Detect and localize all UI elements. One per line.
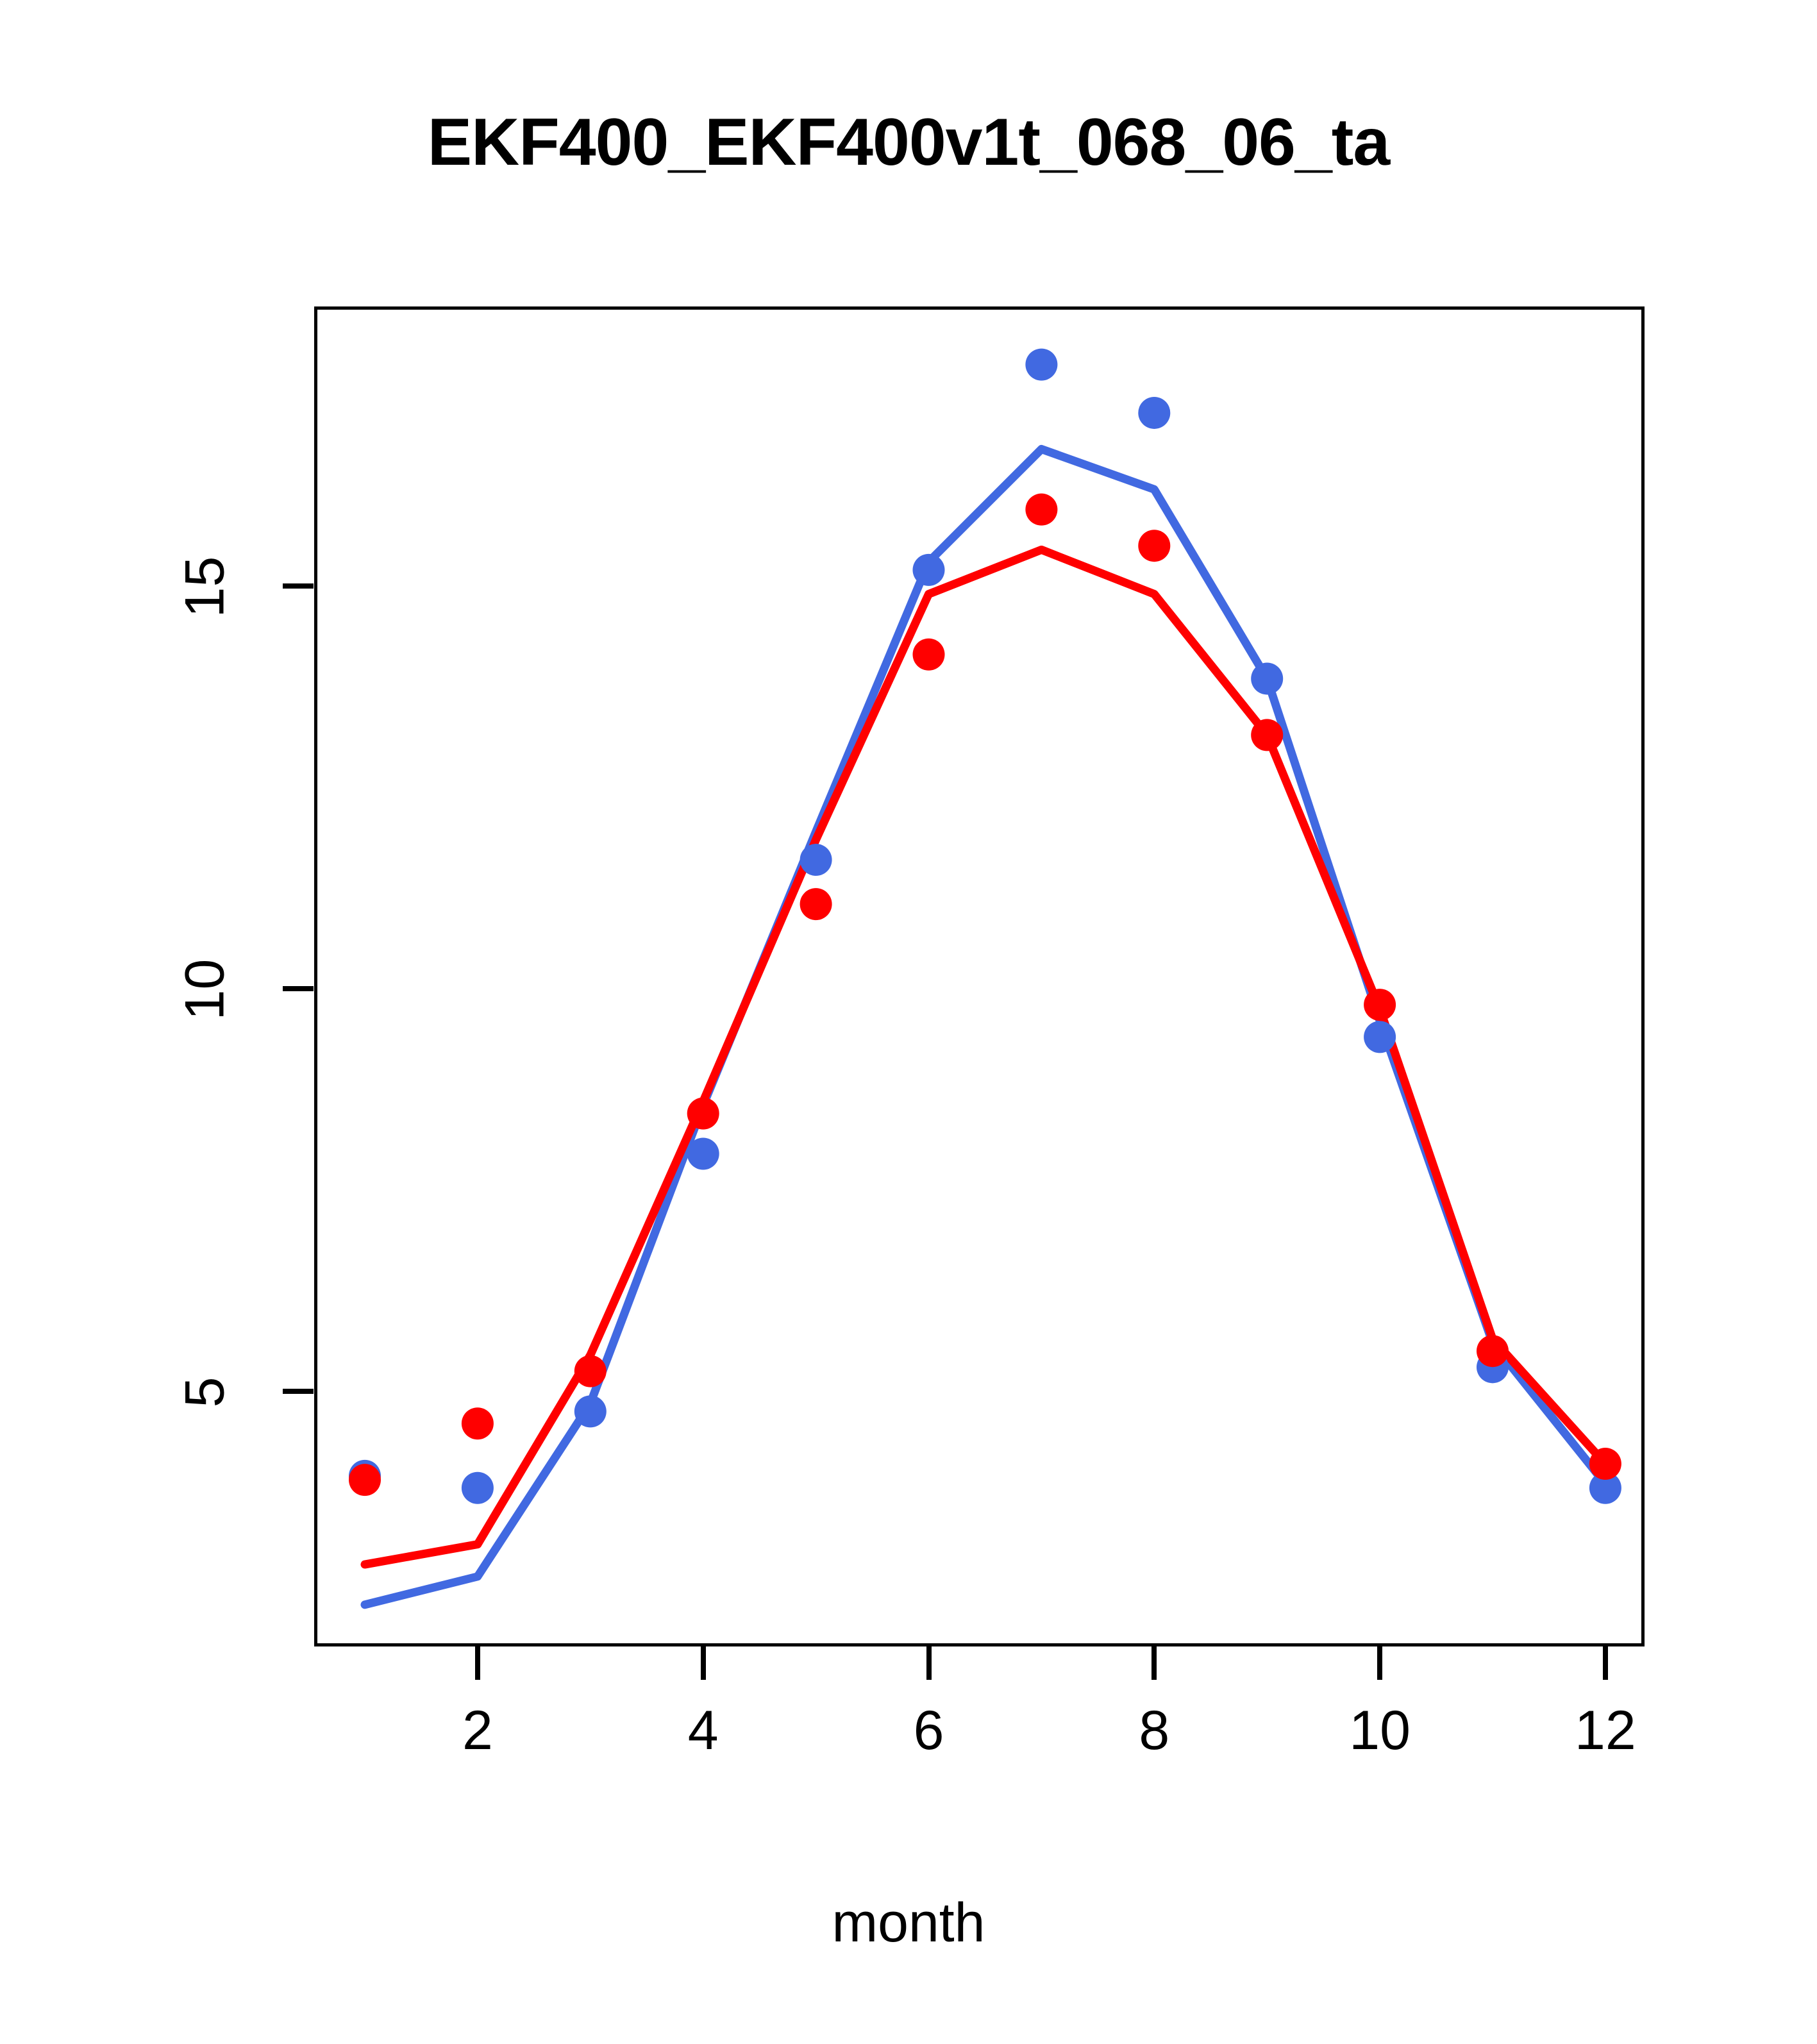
page-title: EKF400_EKF400v1t_068_06_ta (427, 105, 1390, 180)
data-point (687, 1097, 719, 1130)
data-point (1025, 493, 1058, 526)
data-point (1589, 1448, 1621, 1480)
y-tick-label: 15 (174, 556, 236, 618)
data-point (461, 1407, 494, 1440)
data-point (912, 553, 945, 586)
data-point (574, 1355, 607, 1387)
data-point (687, 1137, 719, 1170)
x-tick-mark (1151, 1646, 1157, 1680)
data-point (1251, 662, 1284, 695)
x-tick-label: 8 (1139, 1700, 1170, 1761)
x-tick-mark (700, 1646, 706, 1680)
x-tick-mark (474, 1646, 480, 1680)
data-point (349, 1464, 381, 1496)
data-point (1025, 348, 1058, 381)
plot-area-border (314, 306, 1645, 1646)
x-tick-mark (926, 1646, 932, 1680)
x-tick-label: 12 (1575, 1700, 1636, 1761)
x-tick-label: 6 (913, 1700, 944, 1761)
data-point (574, 1395, 607, 1428)
data-point (1138, 396, 1171, 429)
data-point (461, 1471, 494, 1504)
y-tick-label: 10 (174, 959, 236, 1021)
x-tick-label: 2 (462, 1700, 493, 1761)
data-point (1364, 989, 1396, 1021)
series-line-red-line (360, 545, 1610, 1569)
data-point (1364, 1021, 1396, 1053)
y-tick-label: 5 (174, 1377, 236, 1408)
series-line-blue-line (360, 444, 1610, 1609)
x-tick-label: 4 (687, 1700, 719, 1761)
data-point (1589, 1471, 1621, 1504)
y-tick-mark (283, 1389, 314, 1394)
x-tick-mark (1602, 1646, 1608, 1680)
data-point (800, 888, 832, 921)
x-axis-title: month (832, 1892, 985, 1954)
data-point (1138, 530, 1171, 562)
y-tick-mark (283, 583, 314, 589)
data-point (800, 844, 832, 876)
data-point (912, 638, 945, 671)
y-tick-mark (283, 986, 314, 991)
x-tick-label: 10 (1349, 1700, 1411, 1761)
series-layer (349, 348, 1621, 1609)
plot-canvas (349, 348, 1621, 1609)
x-tick-mark (1377, 1646, 1383, 1680)
data-point (1251, 719, 1284, 751)
data-point (1477, 1335, 1509, 1368)
